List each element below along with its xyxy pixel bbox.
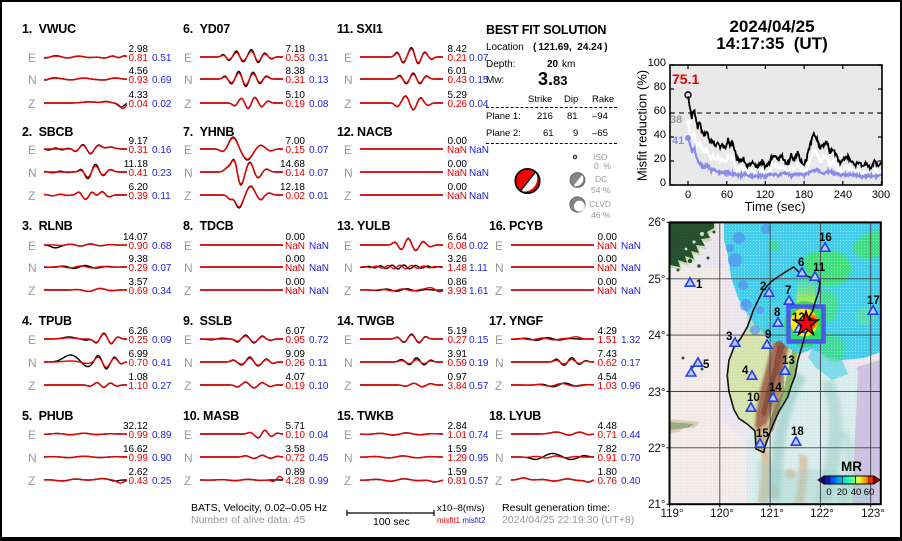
svg-text:17: 17: [867, 295, 880, 307]
svg-text:121°: 121°: [760, 508, 784, 520]
svg-text:20: 20: [837, 487, 848, 498]
svg-text:16: 16: [819, 232, 832, 244]
svg-text:8: 8: [774, 307, 781, 319]
svg-text:60: 60: [864, 487, 875, 498]
svg-text:123°: 123°: [861, 508, 885, 520]
svg-text:15: 15: [756, 428, 769, 440]
svg-text:18: 18: [791, 426, 804, 438]
svg-text:12: 12: [792, 312, 805, 324]
svg-text:26°: 26°: [648, 217, 665, 229]
svg-text:13: 13: [782, 355, 795, 367]
svg-text:119°: 119°: [661, 508, 684, 520]
svg-text:21°: 21°: [648, 499, 665, 511]
svg-text:3: 3: [726, 331, 732, 343]
svg-text:22°: 22°: [648, 443, 665, 455]
svg-text:10: 10: [747, 392, 760, 404]
svg-text:24°: 24°: [648, 330, 665, 342]
svg-text:4: 4: [742, 365, 749, 377]
svg-text:0: 0: [826, 487, 831, 498]
svg-text:23°: 23°: [648, 387, 665, 399]
svg-text:7: 7: [785, 285, 791, 297]
svg-text:120°: 120°: [710, 508, 734, 520]
svg-text:9: 9: [765, 329, 771, 341]
svg-text:1: 1: [696, 279, 703, 291]
svg-text:11: 11: [813, 262, 826, 274]
svg-text:122°: 122°: [810, 508, 834, 520]
svg-text:5: 5: [703, 359, 710, 371]
svg-text:25°: 25°: [648, 274, 665, 286]
svg-text:40: 40: [851, 487, 862, 498]
svg-text:6: 6: [798, 257, 804, 269]
svg-text:2: 2: [760, 281, 766, 293]
svg-text:14: 14: [769, 382, 782, 394]
svg-text:MR: MR: [841, 459, 862, 474]
